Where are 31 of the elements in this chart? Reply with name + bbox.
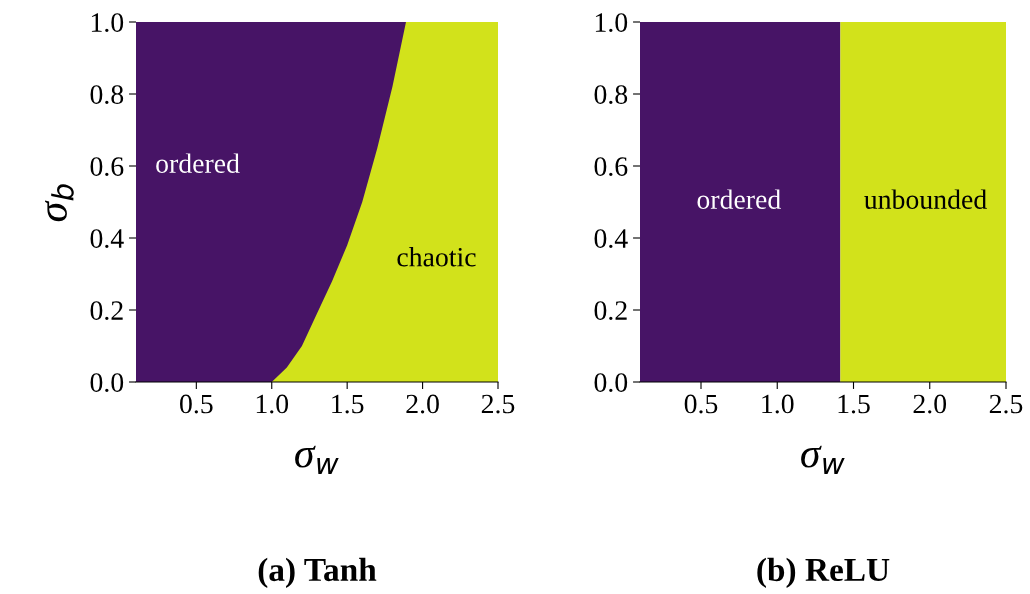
y-tick-label: 0.2 [594, 301, 627, 321]
text: (b) ReLU [757, 557, 890, 588]
y-tick-label: 0.8 [594, 85, 628, 105]
y-axis-title: σ$_{b}$ [45, 184, 74, 222]
annotation: ordered [697, 189, 781, 209]
annotation: unbounded [864, 189, 987, 209]
text: (a) Tanh [258, 557, 377, 588]
x-tick-label: 2.0 [406, 394, 439, 414]
y-tick-label: 0.6 [594, 157, 628, 177]
y-tick-label: 0.8 [90, 85, 124, 105]
y-tick-label: 0.6 [90, 157, 124, 177]
x-tick-label: 2.5 [481, 394, 515, 414]
x-tick-label: 2.0 [913, 394, 947, 414]
x-axis-title: σ$_{w}$ [295, 445, 339, 475]
x-tick-label: 0.5 [180, 394, 213, 414]
x-tick-label: 1.0 [762, 394, 794, 414]
annotation: chaotic [397, 247, 476, 267]
y-tick-label: 0.0 [90, 373, 124, 393]
x-axis-title: σ$_{w}$ [801, 445, 845, 475]
y-tick-label: 0.2 [90, 301, 123, 321]
y-tick-label: 0.4 [90, 229, 124, 249]
x-tick-label: 1.5 [332, 394, 364, 414]
x-tick-label: 0.5 [684, 394, 718, 414]
annotation: ordered [156, 153, 240, 173]
x-tick-label: 1.0 [256, 394, 289, 414]
y-tick-label: 1.0 [595, 13, 628, 33]
y-tick-label: 0.0 [594, 373, 628, 393]
y-tick-label: 0.4 [594, 229, 628, 249]
x-tick-label: 2.5 [989, 394, 1023, 414]
x-tick-label: 1.5 [838, 394, 870, 414]
y-tick-label: 1.0 [91, 13, 124, 33]
